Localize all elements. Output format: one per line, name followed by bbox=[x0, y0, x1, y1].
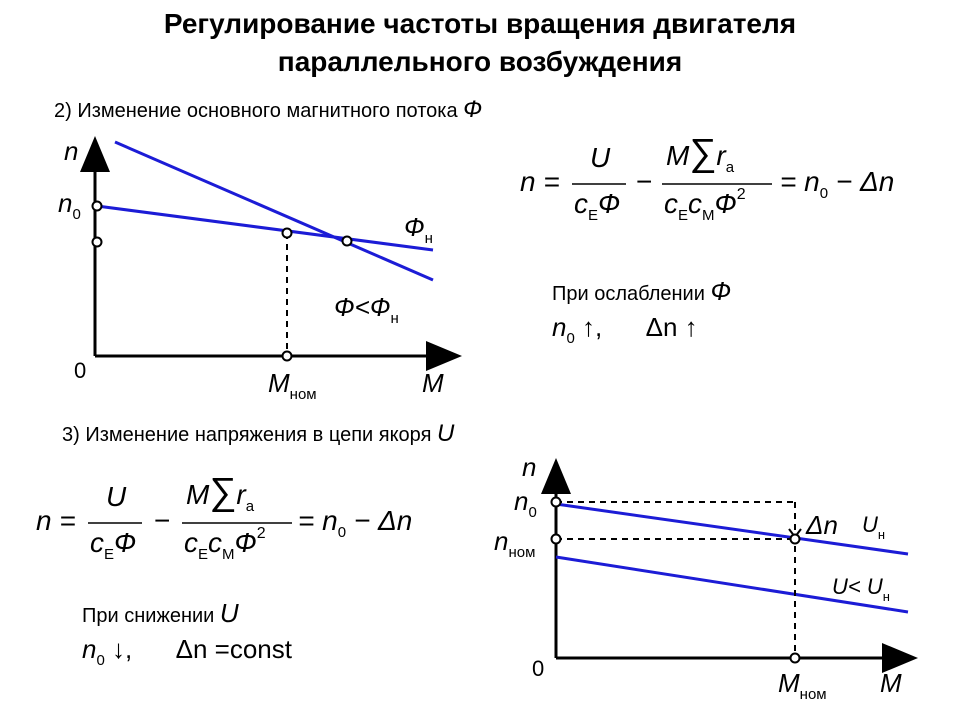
graph1-line-phi-reduced bbox=[114, 140, 434, 282]
graph1-point-mnom bbox=[281, 350, 293, 362]
formula2-frac1-den: cEФ bbox=[90, 527, 137, 563]
graph1-point-cross bbox=[341, 235, 353, 247]
graph2-n0-label: n0 bbox=[514, 486, 537, 521]
graph1-point-low bbox=[91, 236, 103, 248]
section3-label: 3) Изменение напряжения в цепи якоря bbox=[62, 424, 432, 446]
formula1-rhs: = n0 − Δn bbox=[780, 166, 895, 202]
graph1-x-axis-label: M bbox=[422, 368, 444, 398]
formula2-minus: − bbox=[154, 505, 171, 536]
formula2-frac1-num: U bbox=[106, 481, 127, 512]
section3-heading: 3) Изменение напряжения в цепи якоря U bbox=[62, 420, 454, 448]
graph1-phi-nominal-label: Фн bbox=[404, 212, 433, 247]
formula1-minus: − bbox=[636, 166, 653, 197]
formula1-frac2-den: cEcMФ2 bbox=[664, 186, 746, 224]
graph1-y-axis-label: n bbox=[64, 136, 79, 166]
graph2-x-axis-label: M bbox=[880, 668, 902, 698]
page-title-line2: параллельного возбуждения bbox=[277, 46, 683, 77]
section2-heading: 2) Изменение основного магнитного потока… bbox=[54, 96, 482, 124]
graph2-u-nominal-label: Uн bbox=[862, 512, 886, 542]
formula2-frac2-num: M∑ra bbox=[186, 471, 255, 515]
formula2-lhs: n = bbox=[36, 505, 76, 536]
formula1-frac1-den: cEФ bbox=[574, 188, 621, 224]
note1-line: n0 ↑, Δn ↑ bbox=[552, 312, 698, 347]
graph2-delta-n-label: Δn bbox=[806, 510, 838, 540]
graph2-point-nnom bbox=[550, 533, 562, 545]
graph2-nnom-label: nном bbox=[494, 526, 536, 561]
graph2-line-u-nominal bbox=[555, 502, 909, 556]
formula1-frac2-num: M∑ra bbox=[666, 132, 735, 176]
graph2-mnom-label: Mном bbox=[778, 668, 827, 703]
graph2-line-u-reduced bbox=[555, 555, 909, 614]
graph2-origin-label: 0 bbox=[532, 656, 545, 681]
graph1-mnom-label: Mном bbox=[268, 368, 317, 403]
formula1-frac1-num: U bbox=[590, 142, 611, 173]
note2-line: n0 ↓, Δn =const bbox=[82, 634, 292, 669]
graph1-line-phi-nominal bbox=[96, 204, 434, 252]
graph1-phi-reduced-label: Ф<Фн bbox=[334, 292, 399, 327]
graph1-origin-label: 0 bbox=[74, 358, 87, 383]
section2-label: 2) Изменение основного магнитного потока bbox=[54, 100, 458, 122]
graph1-n0-label: n0 bbox=[58, 188, 81, 223]
formula1-lhs: n = bbox=[520, 166, 560, 197]
graph2-point-nom bbox=[789, 533, 801, 545]
formula2-frac2-den: cEcMФ2 bbox=[184, 525, 266, 563]
formula2-rhs: = n0 − Δn bbox=[298, 505, 413, 541]
note2-title: При снижении U bbox=[82, 598, 239, 628]
graph2-y-axis-label: n bbox=[522, 452, 537, 482]
graph1-point-nom bbox=[281, 227, 293, 239]
section2-symbol: Ф bbox=[463, 96, 483, 123]
section3-symbol: U bbox=[436, 420, 455, 447]
note1-title: При ослаблении Ф bbox=[552, 276, 732, 306]
page-title-line1: Регулирование частоты вращения двигателя bbox=[163, 8, 797, 39]
graph2-point-n0 bbox=[550, 496, 562, 508]
graph1-point-n0 bbox=[91, 200, 103, 212]
graph2-point-mnom bbox=[789, 652, 801, 664]
graph2-u-reduced-label: U< Uн bbox=[832, 574, 890, 604]
